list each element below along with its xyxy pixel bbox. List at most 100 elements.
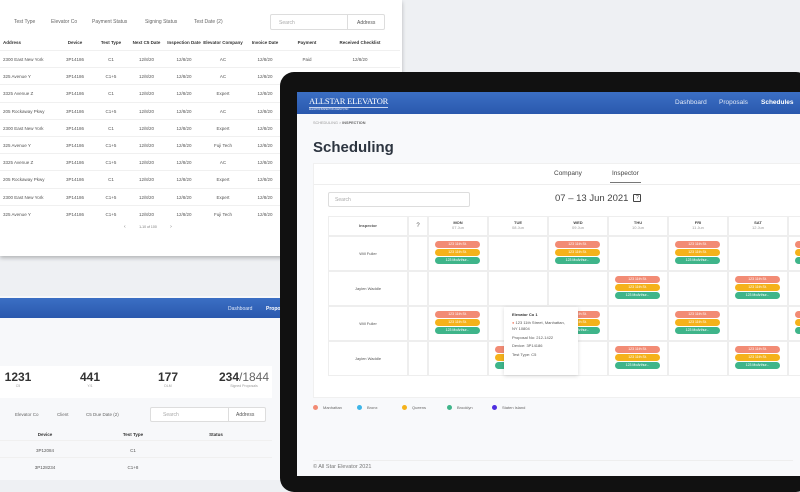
schedule-cell[interactable]	[428, 271, 488, 306]
breadcrumb-scheduling[interactable]: SCHEDULING	[313, 121, 338, 125]
table-row[interactable]: 205 Rockaway Pkwy 3P14186 C1+5 12/8/20 12/8/…	[0, 101, 400, 119]
filter-elevator-co[interactable]: Elevator Co	[15, 412, 39, 417]
event-pill[interactable]: 123 11th St.	[735, 354, 780, 361]
prev-page-button[interactable]: ‹	[124, 224, 126, 230]
filter-test-type[interactable]: Test Type	[14, 19, 36, 25]
event-pill[interactable]: 123 11th St.	[795, 319, 800, 326]
schedule-cell[interactable]: 123 11th St.123 11th St.123 McArthur...	[548, 236, 608, 271]
schedule-cell[interactable]: 123 11th St.123 11th St.123 McArthur...	[728, 271, 788, 306]
schedule-cell[interactable]	[488, 236, 548, 271]
event-pill[interactable]: 123 11th St.	[615, 346, 660, 353]
event-pill[interactable]: 123 11th St.	[795, 311, 800, 318]
event-pill[interactable]: 123 11th St.	[795, 241, 800, 248]
schedule-cell[interactable]	[668, 271, 728, 306]
filter-test-date[interactable]: Test Date (2)	[194, 19, 223, 25]
filter-client[interactable]: Client	[57, 412, 69, 417]
table-row[interactable]: 325 Avenue Y 3P14186 C1+5 12/8/20 12/8/20 AC 1…	[0, 67, 400, 84]
search-input[interactable]: Search	[163, 412, 179, 418]
event-pill[interactable]: 123 11th St.	[435, 249, 480, 256]
column-header: Test Type	[122, 432, 144, 437]
schedule-cell[interactable]: 123 11th St.123 11th St.123 McArthur...	[668, 236, 728, 271]
schedule-cell[interactable]: 123 11th St.123 11th St.123 McArthur...	[428, 306, 488, 341]
event-pill[interactable]: 123 11th St.	[675, 249, 720, 256]
event-pill[interactable]: 123 McArthur...	[795, 327, 800, 334]
schedule-cell[interactable]	[548, 271, 608, 306]
schedule-cell[interactable]	[608, 236, 668, 271]
event-pill[interactable]: 123 McArthur...	[735, 362, 780, 369]
address-dropdown[interactable]: Address	[236, 412, 255, 418]
filter-signing-status[interactable]: Signing Status	[145, 19, 178, 25]
event-pill[interactable]: 123 11th St.	[555, 241, 600, 248]
schedule-cell[interactable]	[428, 341, 488, 376]
table-row[interactable]: 3325 Avenue Z 3P14186 C1 12/8/20 12/8/20 Expe…	[0, 84, 400, 101]
event-pill[interactable]: 123 11th St.	[435, 319, 480, 326]
event-pill[interactable]: 123 11th St.	[675, 319, 720, 326]
event-pill[interactable]: 123 McArthur...	[675, 257, 720, 264]
schedule-cell[interactable]: 123 11th St.123 11th St.123 McArthur...	[728, 341, 788, 376]
event-pill[interactable]: 123 11th St.	[615, 284, 660, 291]
event-pill[interactable]: 123 11th St.	[555, 249, 600, 256]
schedule-cell[interactable]: 123 11th St.123 11th St.123 McArthur...	[788, 306, 800, 341]
table-row[interactable]: 205 Rockaway Pkwy 3P14186 C1 12/8/20 12/8/20…	[0, 170, 400, 187]
search-input[interactable]: Search	[279, 20, 295, 26]
schedule-cell[interactable]	[788, 341, 800, 376]
address-dropdown[interactable]: Address	[357, 20, 376, 26]
table-row[interactable]: 2300 East New York 3P14186 C1 12/8/20 12/8/2…	[0, 50, 400, 67]
calendar-icon[interactable]: ?	[633, 194, 642, 203]
schedule-cell[interactable]: 123 11th St.123 11th St.123 McArthur...	[608, 341, 668, 376]
event-pill[interactable]: 123 11th St.	[675, 241, 720, 248]
column-header: Inspection Date	[167, 40, 201, 45]
table-row[interactable]: 2300 East New York 3P14186 C1+5 12/8/20 12/8…	[0, 187, 400, 205]
event-pill[interactable]: 123 McArthur...	[615, 292, 660, 299]
calendar-toggle-icon[interactable]: ?	[408, 216, 428, 236]
day-name: THU	[633, 220, 643, 225]
schedule-cell[interactable]	[728, 236, 788, 271]
event-pill[interactable]: 123 McArthur...	[735, 292, 780, 299]
nav-dashboard[interactable]: Dashboard	[228, 306, 253, 312]
table-row[interactable]: 325 Avenue Y 3P14186 C1+5 12/8/20 12/8/20 Fuj…	[0, 136, 400, 153]
schedule-cell[interactable]	[728, 306, 788, 341]
schedule-cell[interactable]: 123 11th St.123 11th St.123 McArthur...	[608, 271, 668, 306]
table-row[interactable]: 2300 East New York 3P14186 C1 12/8/20 12/8/2…	[0, 118, 400, 136]
schedule-cell[interactable]	[608, 306, 668, 341]
filter-payment-status[interactable]: Payment Status	[92, 19, 128, 25]
schedule-cell[interactable]: 123 11th St.123 11th St.123 McArthur...	[788, 236, 800, 271]
schedule-cell[interactable]	[668, 341, 728, 376]
event-pill[interactable]: 123 11th St.	[435, 241, 480, 248]
event-pill[interactable]: 123 McArthur...	[555, 257, 600, 264]
nav-schedules[interactable]: Schedules	[761, 99, 794, 106]
filter-elevator-co[interactable]: Elevator Co	[51, 19, 78, 25]
event-pill[interactable]: 123 11th St.	[735, 284, 780, 291]
column-header: Elevator Company	[203, 40, 243, 45]
event-pill[interactable]: 123 11th St.	[795, 249, 800, 256]
nav-proposals[interactable]: Proposals	[719, 99, 748, 106]
table-row[interactable]: 3P12084 C1	[0, 440, 272, 457]
tab-inspector[interactable]: Inspector	[610, 170, 641, 183]
stat-total: /1844	[239, 370, 270, 384]
table-row[interactable]: 3P128234 C1+8	[0, 457, 272, 474]
event-pill[interactable]: 123 McArthur...	[675, 327, 720, 334]
event-pill[interactable]: 123 McArthur...	[615, 362, 660, 369]
event-pill[interactable]: 123 11th St.	[735, 346, 780, 353]
schedule-cell[interactable]: 123 11th St.123 11th St.123 McArthur...	[668, 306, 728, 341]
schedule-cell[interactable]: 123 11th St.123 11th St.123 McArthur...	[428, 236, 488, 271]
logo[interactable]: ALLSTAR ELEVATOR ELEVATOR INSPECTION AGEN…	[309, 96, 389, 111]
event-pill[interactable]: 123 11th St.	[615, 276, 660, 283]
schedule-cell[interactable]	[488, 271, 548, 306]
event-pill[interactable]: 123 11th St.	[735, 276, 780, 283]
event-pill[interactable]: 123 McArthur...	[435, 257, 480, 264]
event-pill[interactable]: 123 11th St.	[675, 311, 720, 318]
nav-dashboard[interactable]: Dashboard	[675, 99, 707, 106]
schedule-cell[interactable]	[788, 271, 800, 306]
event-pill[interactable]: 123 11th St.	[615, 354, 660, 361]
filter-c5-due-date[interactable]: C5 Due Date (2)	[86, 412, 119, 417]
nav-proposals[interactable]: Propo	[266, 306, 281, 312]
event-pill[interactable]: 123 McArthur...	[795, 257, 800, 264]
table-row[interactable]: 3325 Avenue Z 3P14186 C1+5 12/8/20 12/8/20 AC…	[0, 153, 400, 170]
tab-company[interactable]: Company	[554, 170, 582, 177]
event-pill[interactable]: 123 McArthur...	[435, 327, 480, 334]
table-row[interactable]: 325 Avenue Y 3P14186 C1+5 12/8/20 12/8/20 Fuj…	[0, 204, 400, 222]
event-pill[interactable]: 123 11th St.	[435, 311, 480, 318]
next-page-button[interactable]: ›	[170, 224, 172, 230]
search-input[interactable]: Search	[335, 197, 351, 203]
